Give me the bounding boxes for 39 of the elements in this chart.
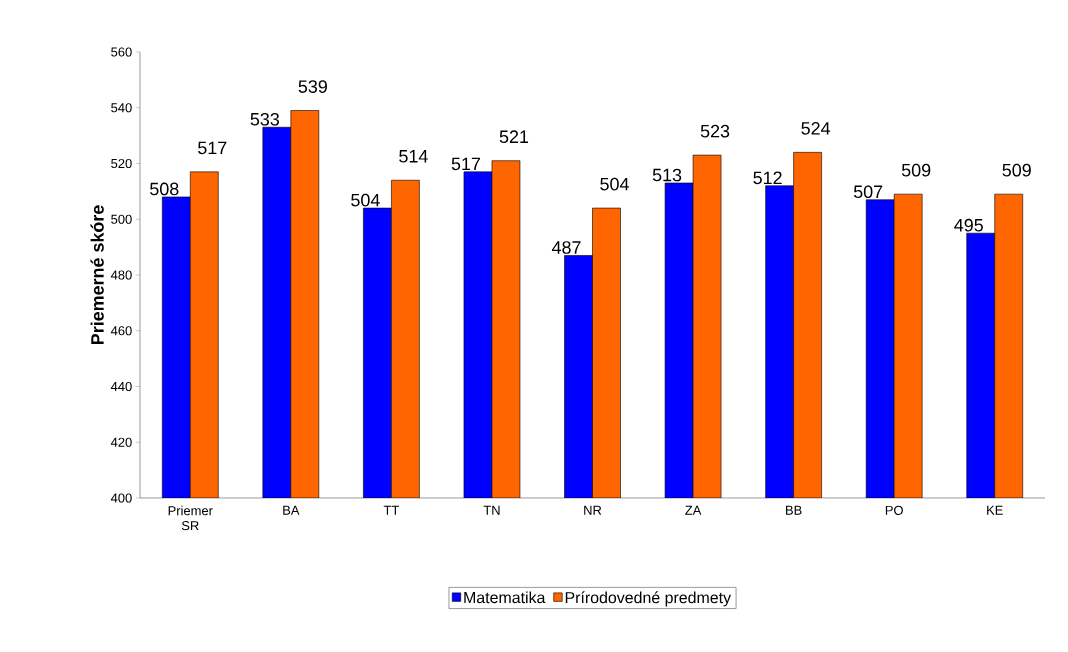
y-tick-label: 540 <box>111 103 132 113</box>
x-tick-label: NR <box>584 505 602 515</box>
data-label: 523 <box>700 124 730 138</box>
y-tick-label: 420 <box>110 437 132 447</box>
data-label: 495 <box>954 218 983 232</box>
data-label: 509 <box>901 163 931 177</box>
data-label: 508 <box>150 182 179 196</box>
x-tick-label: Priemer SR <box>168 505 213 531</box>
data-label: 507 <box>853 185 883 199</box>
data-label: 539 <box>298 80 327 93</box>
data-label: 517 <box>451 157 481 171</box>
x-tick-label: BA <box>283 505 300 515</box>
legend-label: Prírodovedné predmety <box>565 591 732 607</box>
legend-label: Matematika <box>464 591 546 604</box>
data-label: 521 <box>499 130 529 144</box>
data-label: 513 <box>652 168 682 182</box>
y-tick-label: 500 <box>111 214 132 224</box>
x-tick-label: BB <box>786 505 802 515</box>
y-tick-label: 560 <box>111 47 132 57</box>
data-label: 487 <box>551 241 581 254</box>
y-tick-label: 440 <box>110 381 132 392</box>
y-tick-label: 400 <box>110 493 132 503</box>
x-tick-label: ZA <box>685 505 702 515</box>
data-label: 517 <box>198 141 227 155</box>
x-tick-label: TT <box>383 505 400 515</box>
data-label: 509 <box>1002 163 1031 177</box>
y-tick-label: 520 <box>111 158 132 169</box>
data-label: 533 <box>250 112 280 126</box>
data-label: 524 <box>801 122 831 135</box>
data-label: 504 <box>600 177 629 191</box>
y-tick-label: 480 <box>110 270 132 280</box>
x-tick-label: PO <box>885 505 903 515</box>
data-label: 512 <box>753 171 782 185</box>
data-label: 514 <box>399 150 428 163</box>
y-axis-title: Priemerné skóre <box>90 205 104 345</box>
x-tick-label: KE <box>987 505 1003 515</box>
x-tick-label: TN <box>483 505 500 515</box>
y-tick-label: 460 <box>110 326 132 336</box>
data-label: 504 <box>351 193 380 207</box>
